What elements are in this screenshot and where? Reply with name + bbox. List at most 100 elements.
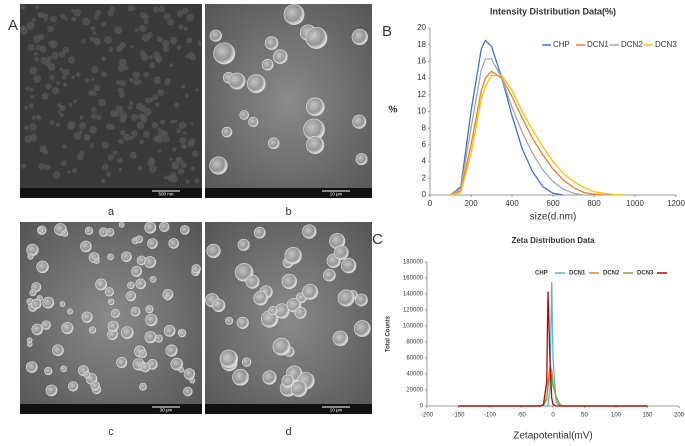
particle — [112, 150, 118, 156]
particle — [52, 171, 61, 179]
particle — [110, 110, 117, 118]
particle — [138, 113, 146, 121]
particle — [213, 42, 236, 65]
particle — [48, 40, 55, 47]
particle — [129, 100, 134, 106]
particle — [183, 368, 196, 380]
particle — [143, 71, 150, 78]
particle — [340, 258, 357, 274]
particle — [127, 5, 134, 12]
info-bar — [20, 188, 202, 198]
scale-label: 10 μm — [330, 408, 343, 413]
particle — [37, 33, 45, 41]
particle — [49, 15, 58, 23]
particle — [104, 36, 112, 44]
particle — [135, 235, 144, 244]
particle — [79, 122, 87, 130]
particle — [237, 238, 250, 251]
particle — [95, 278, 108, 291]
x-tick-label: -50 — [517, 413, 526, 419]
particle — [189, 377, 196, 384]
particle — [158, 5, 166, 13]
particle — [209, 29, 222, 42]
particle — [73, 132, 82, 140]
particle — [176, 128, 182, 133]
particle — [181, 84, 186, 89]
particle — [162, 135, 170, 143]
chart-title: Zeta Distribution Data — [511, 236, 595, 245]
scale-label: 30 μm — [160, 408, 173, 413]
particle — [79, 115, 84, 120]
particle — [37, 226, 44, 233]
particle — [29, 134, 38, 142]
particle — [305, 97, 325, 117]
particle — [107, 253, 114, 261]
particle — [33, 51, 38, 57]
particle — [45, 384, 58, 397]
particle — [24, 105, 29, 110]
particle — [132, 71, 140, 79]
particle — [337, 289, 355, 307]
panel-label: A — [8, 17, 18, 34]
particle — [71, 16, 77, 22]
sem-image — [205, 4, 372, 198]
particle — [245, 274, 260, 289]
particle — [125, 290, 137, 302]
particle — [28, 103, 34, 109]
particle — [139, 139, 145, 145]
x-tick-label: 600 — [546, 199, 560, 208]
y-tick-label: 60000 — [406, 356, 423, 362]
y-tick-label: 2 — [422, 173, 427, 182]
particle — [107, 320, 119, 332]
particle — [186, 13, 195, 22]
particle — [117, 157, 123, 163]
series-line — [458, 291, 648, 407]
particle — [154, 102, 160, 107]
panel-sublabel: c — [108, 426, 114, 438]
particle — [90, 77, 95, 82]
particle — [135, 278, 147, 290]
particle — [153, 76, 162, 85]
particle — [58, 51, 66, 58]
particle — [169, 36, 178, 45]
particle — [144, 256, 157, 269]
particle — [139, 350, 148, 358]
particle — [284, 246, 302, 265]
particle — [84, 226, 94, 235]
particle — [47, 63, 56, 71]
particle — [333, 245, 349, 261]
particle — [131, 265, 143, 277]
particle — [60, 13, 66, 20]
particle — [169, 157, 173, 161]
particle — [140, 362, 151, 373]
particle — [81, 311, 93, 323]
particle — [20, 5, 26, 10]
particle — [68, 120, 76, 128]
particle — [100, 71, 107, 78]
particle — [162, 39, 170, 48]
particle — [41, 92, 49, 100]
y-tick-label: 0 — [422, 190, 427, 199]
particle — [130, 113, 139, 121]
particle — [68, 102, 73, 107]
particle — [145, 305, 154, 314]
particle — [178, 121, 187, 129]
series-line — [450, 70, 605, 196]
particle — [149, 158, 156, 166]
particle — [262, 370, 277, 385]
x-tick-label: -100 — [484, 413, 497, 419]
particle — [89, 36, 96, 43]
particle — [168, 238, 180, 249]
particle — [67, 308, 74, 315]
x-axis-label: Zetapotential(mV) — [513, 431, 592, 441]
particle — [102, 164, 109, 171]
particle — [41, 320, 51, 330]
particle — [248, 116, 259, 128]
particle — [186, 37, 193, 44]
particle — [261, 58, 274, 71]
particle — [190, 54, 197, 61]
particle — [179, 136, 187, 144]
particle — [93, 258, 100, 264]
particle — [61, 230, 69, 237]
